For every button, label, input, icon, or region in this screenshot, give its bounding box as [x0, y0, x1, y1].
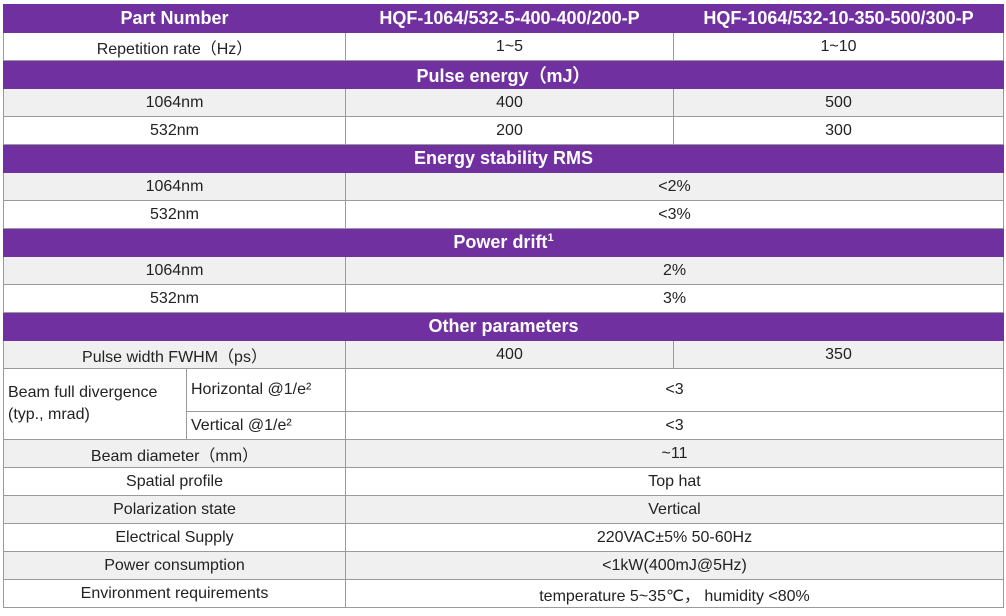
pulse-energy-title: Pulse energy（mJ） — [3, 60, 1004, 89]
pulse-width-label: Pulse width FWHM（ps） — [3, 340, 346, 369]
repetition-rate-row: Repetition rate（Hz） 1~5 1~10 — [3, 32, 1004, 61]
footnote-marker: 1 — [547, 232, 554, 244]
section-header-row: Power drift1 — [3, 228, 1004, 257]
power-drift-title-cell: Power drift1 — [3, 228, 1004, 257]
cell-value: <2% — [345, 172, 1004, 201]
divergence-horizontal-value: <3 — [345, 368, 1004, 412]
row-label: 532nm — [3, 200, 346, 229]
cell-value: ~11 — [345, 439, 1004, 468]
repetition-rate-b: 1~10 — [673, 32, 1004, 61]
table-row: 532nm <3% — [3, 200, 1004, 229]
row-label: Environment requirements — [3, 579, 346, 608]
table-row: 1064nm 2% — [3, 256, 1004, 285]
table-row: 1064nm <2% — [3, 172, 1004, 201]
part-number-header: Part Number — [3, 4, 346, 33]
section-header-row: Energy stability RMS — [3, 144, 1004, 173]
divergence-label: Beam full divergence (typ., mrad) — [3, 368, 187, 440]
row-label: Power consumption — [3, 551, 346, 580]
cell-value: 220VAC±5% 50-60Hz — [345, 523, 1004, 552]
table-row: Beam diameter（mm） ~11 — [3, 439, 1004, 468]
row-label: 532nm — [3, 116, 346, 145]
cell-value: 2% — [345, 256, 1004, 285]
table-row: 1064nm 400 500 — [3, 88, 1004, 117]
other-parameters-title: Other parameters — [3, 312, 1004, 341]
table-row: Spatial profile Top hat — [3, 467, 1004, 496]
row-label: Beam diameter（mm） — [3, 439, 346, 468]
row-label: 1064nm — [3, 88, 346, 117]
row-label: 1064nm — [3, 172, 346, 201]
row-label: 1064nm — [3, 256, 346, 285]
table-row: Polarization state Vertical — [3, 495, 1004, 524]
model-a-header: HQF-1064/532-5-400-400/200-P — [345, 4, 674, 33]
cell-value: <3% — [345, 200, 1004, 229]
header-row: Part Number HQF-1064/532-5-400-400/200-P… — [3, 4, 1004, 33]
pulse-width-row: Pulse width FWHM（ps） 400 350 — [3, 340, 1004, 369]
section-header-row: Other parameters — [3, 312, 1004, 341]
model-b-header: HQF-1064/532-10-350-500/300-P — [673, 4, 1004, 33]
row-label: Polarization state — [3, 495, 346, 524]
row-label: Spatial profile — [3, 467, 346, 496]
table-row: 532nm 3% — [3, 284, 1004, 313]
table-row: Environment requirements temperature 5~3… — [3, 579, 1004, 608]
table-row: 532nm 200 300 — [3, 116, 1004, 145]
cell-value: temperature 5~35℃， humidity <80% — [345, 579, 1004, 608]
pulse-width-b: 350 — [673, 340, 1004, 369]
spec-table: Part Number HQF-1064/532-5-400-400/200-P… — [3, 4, 1004, 608]
cell-value-a: 400 — [345, 88, 674, 117]
row-label: Electrical Supply — [3, 523, 346, 552]
cell-value: Vertical — [345, 495, 1004, 524]
pulse-width-a: 400 — [345, 340, 674, 369]
row-label: 532nm — [3, 284, 346, 313]
divergence-horizontal-row: Beam full divergence (typ., mrad) Horizo… — [3, 368, 1004, 440]
energy-stability-title: Energy stability RMS — [3, 144, 1004, 173]
cell-value: <1kW(400mJ@5Hz) — [345, 551, 1004, 580]
table-row: Electrical Supply 220VAC±5% 50-60Hz — [3, 523, 1004, 552]
repetition-rate-a: 1~5 — [345, 32, 674, 61]
repetition-rate-label: Repetition rate（Hz） — [3, 32, 346, 61]
divergence-horizontal-label: Horizontal @1/e² — [186, 368, 346, 412]
table-row: Power consumption <1kW(400mJ@5Hz) — [3, 551, 1004, 580]
cell-value: Top hat — [345, 467, 1004, 496]
cell-value-b: 500 — [673, 88, 1004, 117]
power-drift-title: Power drift — [453, 232, 548, 252]
divergence-vertical-label: Vertical @1/e² — [186, 411, 346, 440]
cell-value-b: 300 — [673, 116, 1004, 145]
cell-value: 3% — [345, 284, 1004, 313]
divergence-vertical-value: <3 — [345, 411, 1004, 440]
cell-value-a: 200 — [345, 116, 674, 145]
section-header-row: Pulse energy（mJ） — [3, 60, 1004, 89]
